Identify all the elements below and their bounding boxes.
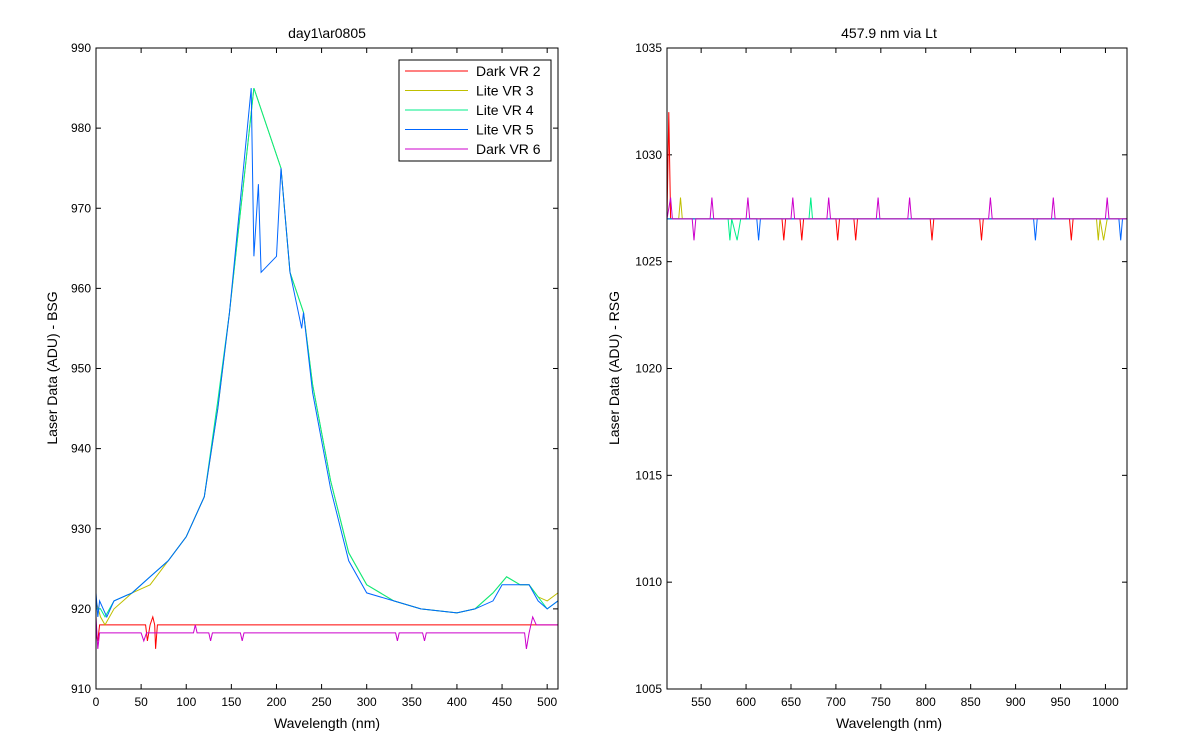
right-y-tick-label: 1025	[635, 255, 662, 269]
right-y-axis-label: Laser Data (ADU) - RSG	[606, 291, 622, 445]
left-x-tick-label: 50	[134, 695, 148, 709]
left-x-tick-label: 500	[537, 695, 557, 709]
right-x-tick-label: 750	[871, 695, 891, 709]
left-x-tick-label: 250	[312, 695, 332, 709]
left-x-tick-label: 200	[266, 695, 286, 709]
left-x-axis-label: Wavelength (nm)	[274, 715, 380, 731]
right-series-line-dark-vr-6	[666, 197, 1127, 241]
legend-label: Lite VR 5	[476, 122, 534, 138]
legend: Dark VR 2 Lite VR 3 Lite VR 4 Lite VR 5 Dark…	[398, 59, 552, 162]
right-y-tick-label: 1005	[635, 682, 662, 696]
right-series-line-lite-vr-4	[667, 197, 1127, 241]
legend-label: Lite VR 3	[476, 83, 534, 99]
left-series-line-lite-vr-5	[95, 88, 559, 619]
right-x-tick-label: 700	[826, 695, 846, 709]
left-y-tick-label: 990	[71, 41, 91, 55]
left-x-tick-label: 400	[447, 695, 467, 709]
right-x-tick-label: 1000	[1092, 695, 1119, 709]
legend-label: Dark VR 2	[476, 63, 541, 79]
left-series-line-dark-vr-6	[95, 615, 558, 649]
right-x-tick-label: 850	[961, 695, 981, 709]
left-series-group	[95, 87, 559, 649]
right-x-tick-label: 600	[736, 695, 756, 709]
left-axes: day1\ar0805 Wavelength (nm) Laser Data (…	[44, 25, 559, 731]
left-x-tick-label: 350	[402, 695, 422, 709]
right-y-tick-label: 1015	[635, 468, 662, 482]
right-series-line-lite-vr-3	[667, 197, 1127, 241]
right-x-tick-label: 550	[691, 695, 711, 709]
right-chart-title: 457.9 nm via Lt	[841, 25, 937, 41]
left-y-tick-label: 960	[71, 281, 91, 295]
left-y-tick-label: 920	[71, 602, 91, 616]
right-x-axis-label: Wavelength (nm)	[836, 715, 942, 731]
right-series-line-lite-vr-5	[667, 218, 1127, 241]
legend-label: Dark VR 6	[476, 141, 541, 157]
left-series-line-lite-vr-3	[95, 87, 559, 626]
left-y-tick-label: 950	[71, 362, 91, 376]
right-x-tick-label: 650	[781, 695, 801, 709]
left-x-tick-label: 300	[357, 695, 377, 709]
left-y-tick-label: 930	[71, 522, 91, 536]
right-y-tick-label: 1020	[635, 362, 662, 376]
right-plot-frame	[666, 47, 1128, 690]
right-y-tick-label: 1030	[635, 148, 662, 162]
right-x-tick-label: 900	[1006, 695, 1026, 709]
left-x-tick-label: 100	[176, 695, 196, 709]
legend-items: Dark VR 2 Lite VR 3 Lite VR 4 Lite VR 5 Dark…	[405, 63, 541, 157]
left-plot-frame	[95, 47, 559, 690]
left-y-tick-label: 940	[71, 442, 91, 456]
left-y-tick-label: 980	[71, 121, 91, 135]
right-y-tick-label: 1010	[635, 575, 662, 589]
left-x-tick-label: 450	[492, 695, 512, 709]
left-series-line-lite-vr-4	[96, 87, 559, 618]
right-series-line-dark-vr-2	[666, 112, 1127, 241]
left-y-axis-label: Laser Data (ADU) - BSG	[44, 291, 60, 444]
left-x-tick-label: 0	[93, 695, 100, 709]
left-y-tick-label: 970	[71, 201, 91, 215]
left-chart-title: day1\ar0805	[288, 25, 366, 41]
right-x-tick-label: 800	[916, 695, 936, 709]
right-x-tick-label: 950	[1051, 695, 1071, 709]
right-series-group	[666, 112, 1127, 241]
left-x-tick-label: 150	[221, 695, 241, 709]
legend-label: Lite VR 4	[476, 102, 534, 118]
right-axes: 457.9 nm via Lt Wavelength (nm) Laser Da…	[606, 25, 1128, 731]
left-axis-ticks: 0 50 100 150 200 250 300 350 400 450 500 910 920 930 9…	[71, 41, 558, 709]
right-y-tick-label: 1035	[635, 41, 662, 55]
left-y-tick-label: 910	[71, 682, 91, 696]
right-axis-ticks: 550 600 650 700 750 800 850 900 950 1000 1005 1010 1…	[635, 41, 1127, 709]
